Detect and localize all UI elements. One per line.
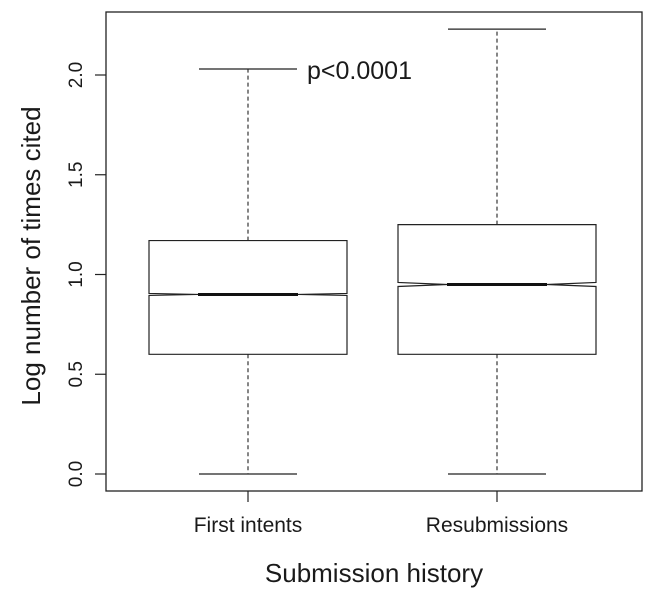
y-tick-label: 1.0	[66, 261, 87, 287]
y-axis: 0.0 0.5 1.0 1.5 2.0	[66, 62, 106, 487]
y-tick-label: 1.5	[66, 162, 87, 188]
p-value-annotation: p<0.0001	[307, 57, 412, 85]
boxes	[148, 28, 597, 475]
x-category-label: Resubmissions	[426, 514, 568, 537]
y-tick-label: 2.0	[66, 62, 87, 88]
x-axis: First intents Resubmissions	[194, 491, 568, 537]
notched-box	[397, 224, 597, 355]
notched-box	[148, 239, 348, 355]
plot-frame	[105, 11, 643, 492]
x-category-label: First intents	[194, 514, 303, 537]
x-axis-title: Submission history	[265, 558, 483, 588]
y-tick-label: 0.0	[66, 461, 87, 487]
y-tick-label: 0.5	[66, 361, 87, 387]
y-axis-title: Log number of times cited	[16, 106, 46, 405]
